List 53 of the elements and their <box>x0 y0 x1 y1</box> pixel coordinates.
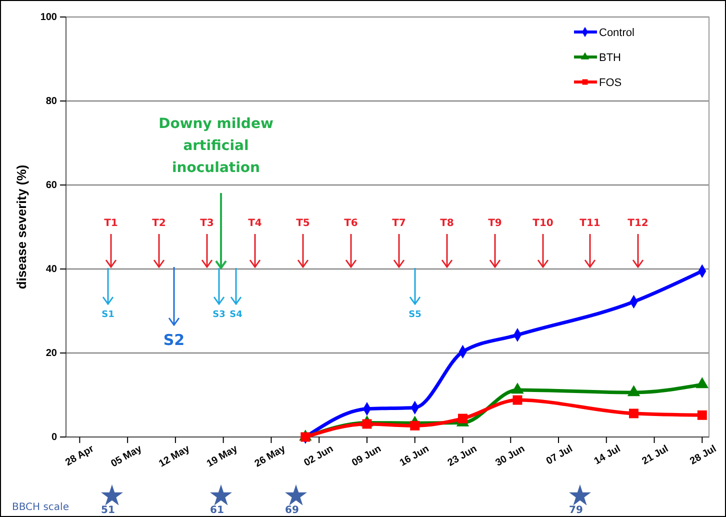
annotation: T7 <box>392 218 406 229</box>
y-tick-label: 100 <box>40 12 58 24</box>
point <box>458 414 468 424</box>
x-tick-label: 21 Jul <box>640 443 671 468</box>
x-tick-label: 07 Jul <box>544 443 575 468</box>
x-tick-label: 30 Jun <box>494 444 527 469</box>
point <box>697 410 707 420</box>
x-tick-label: 05 May <box>109 443 144 470</box>
text: 79 <box>569 505 583 516</box>
x-tick-label: 12 May <box>157 443 192 470</box>
legend-label: BTH <box>599 52 622 64</box>
point <box>512 395 522 405</box>
x-tick-label: 23 Jun <box>446 444 479 469</box>
y-tick-label: 80 <box>46 96 58 108</box>
annotation: T9 <box>488 218 502 229</box>
annotation: T2 <box>152 218 166 229</box>
y-tick-label: 60 <box>46 180 58 192</box>
legend-label: FOS <box>599 77 622 89</box>
annotation: T3 <box>200 218 214 229</box>
y-tick-label: 0 <box>51 432 58 444</box>
text: BBCH scale <box>12 502 69 513</box>
annotation: S1 <box>102 310 114 320</box>
y-axis-title: disease severity (%) <box>14 164 29 290</box>
legend-label: Control <box>599 27 634 39</box>
point <box>629 408 638 418</box>
x-tick-label: 14 Jul <box>592 443 623 468</box>
annotation: S2 <box>163 331 185 349</box>
annotation: S5 <box>408 310 422 320</box>
annotation: T8 <box>440 218 454 229</box>
annotation: T5 <box>296 218 310 229</box>
y-tick-label: 20 <box>46 348 58 360</box>
annotation: Downy mildew artificial inoculation <box>158 116 274 176</box>
annotation: T10 <box>532 218 554 229</box>
y-tick-label: 40 <box>46 264 58 276</box>
point <box>362 419 372 429</box>
x-tick-label: 28 Jul <box>688 443 719 468</box>
annotation: T4 <box>248 218 262 229</box>
x-tick-label: 02 Jun <box>302 444 336 469</box>
text: 51 <box>101 505 115 516</box>
text: 69 <box>285 505 299 516</box>
x-tick-label: 28 Apr <box>64 443 96 468</box>
x-tick-label: 16 Jun <box>398 444 432 469</box>
annotation: S4 <box>230 310 242 320</box>
x-tick-label: 26 May <box>253 443 288 470</box>
annotation: S3 <box>212 310 226 320</box>
point <box>410 420 420 430</box>
annotation: T12 <box>628 218 648 229</box>
x-tick-label: 19 May <box>205 443 240 470</box>
annotation: T11 <box>580 218 600 229</box>
annotation: T1 <box>104 218 118 229</box>
annotation: T6 <box>344 218 358 229</box>
x-tick-label: 09 Jun <box>350 444 384 469</box>
text: 61 <box>210 505 224 516</box>
